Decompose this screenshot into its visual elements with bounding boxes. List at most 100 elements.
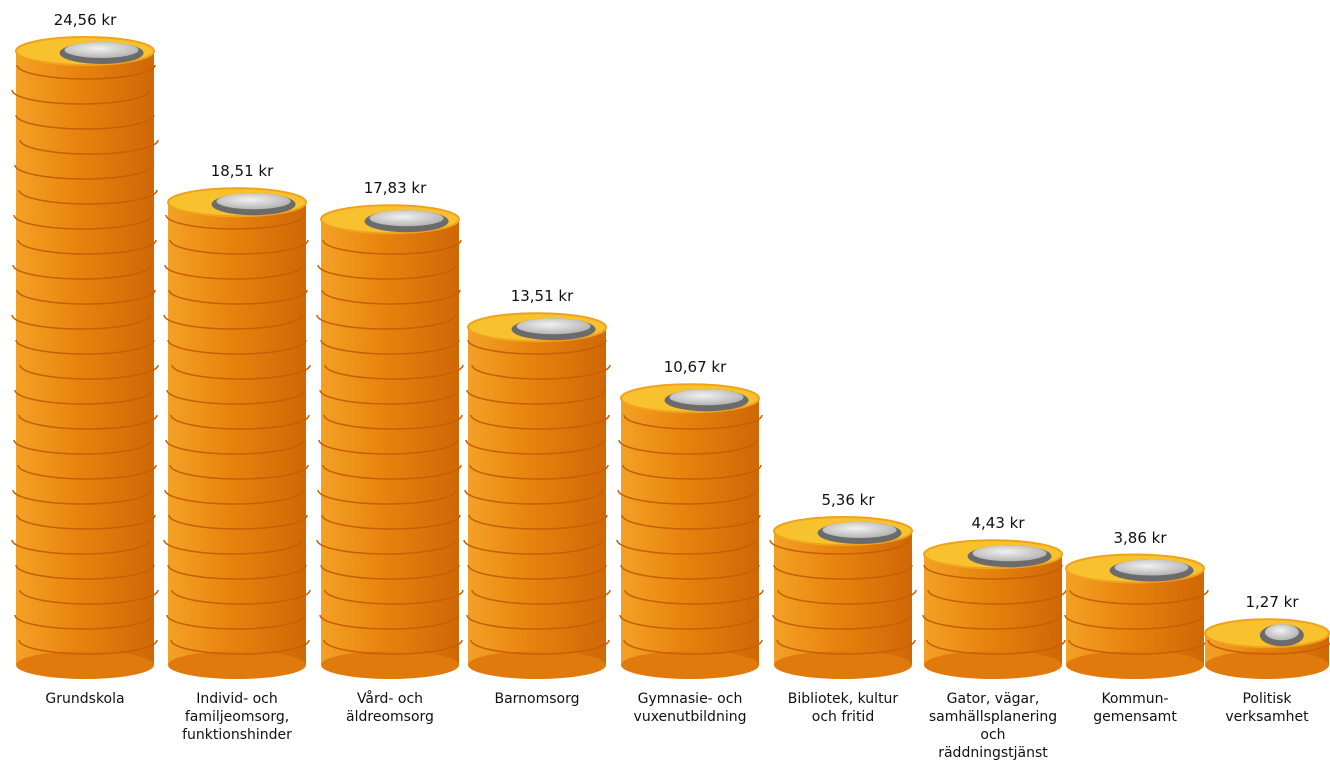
stack-bottom: [774, 651, 912, 679]
bar: [924, 554, 1062, 665]
stack-bottom: [1066, 651, 1204, 679]
coin-stack: [163, 187, 311, 679]
coin-stack: [11, 36, 159, 679]
coin-edge: [169, 464, 309, 480]
coin-edge: [466, 614, 606, 630]
stack-bottom: [321, 651, 459, 679]
coin-edge: [168, 289, 308, 305]
stack-bottom: [468, 651, 606, 679]
bar: [168, 202, 306, 665]
coin-edge: [617, 489, 757, 505]
x-tick-label: Vård- och äldreomsorg: [346, 691, 434, 725]
coin-edge: [465, 439, 605, 455]
bar: [621, 398, 759, 665]
coin-edge: [170, 414, 310, 430]
coin-edge: [772, 614, 912, 630]
coin-stack: [769, 516, 917, 679]
value-label: 10,67 kr: [663, 358, 727, 377]
coin-edge: [776, 639, 916, 655]
coin-edge: [15, 564, 155, 580]
silver-face: [516, 318, 591, 335]
value-label: 3,86 kr: [1113, 528, 1167, 547]
coin-edge: [19, 139, 159, 155]
coin-edge: [12, 489, 152, 505]
coin-edge: [12, 264, 152, 280]
coin-edge: [14, 614, 154, 630]
value-label: 13,51 kr: [510, 287, 574, 306]
coin-edge: [470, 414, 610, 430]
coin-edge: [324, 364, 464, 380]
coin-edge: [624, 589, 764, 605]
coin-edge: [164, 264, 304, 280]
coin-edge: [11, 89, 151, 105]
value-label: 1,27 kr: [1245, 593, 1299, 612]
stack-bottom: [924, 651, 1062, 679]
silver-face: [1114, 559, 1189, 576]
coin-edge: [464, 489, 604, 505]
coin-edge: [321, 514, 461, 530]
coin-edge: [11, 539, 151, 555]
coin-edge: [927, 589, 1067, 605]
coin-edge: [1069, 589, 1209, 605]
coin-edge: [469, 464, 609, 480]
silver-face: [822, 522, 897, 538]
stack-bottom: [621, 651, 759, 679]
silver-face: [1264, 624, 1299, 641]
coin-edge: [19, 364, 159, 380]
coin-edge: [466, 389, 606, 405]
coin-edge: [623, 414, 763, 430]
coin-edge: [319, 389, 459, 405]
coin-edge: [18, 414, 158, 430]
coin-edge: [320, 339, 460, 355]
coin-stack: [1204, 618, 1330, 679]
coin-edge: [622, 464, 762, 480]
coin-edge: [468, 514, 608, 530]
stack-bottom: [1205, 651, 1329, 679]
x-tick-label: Gymnasie- och vuxenutbildning: [633, 691, 747, 725]
coin-edge: [467, 339, 607, 355]
coin-edge: [13, 214, 153, 230]
coin-edge: [318, 439, 458, 455]
coin-edge: [1068, 639, 1208, 655]
coin-edge: [620, 564, 760, 580]
coin-stack: [1064, 553, 1209, 679]
coin-edge: [14, 389, 154, 405]
bar: [321, 219, 459, 665]
coin-edge: [316, 314, 456, 330]
coin-edge: [316, 539, 456, 555]
coin-edge: [165, 214, 305, 230]
coin-edge: [463, 539, 603, 555]
silver-face: [64, 42, 139, 58]
coin-edge: [923, 564, 1063, 580]
coin-edge: [15, 114, 155, 130]
coin-edge: [773, 564, 913, 580]
bar: [1066, 568, 1204, 665]
value-label: 4,43 kr: [971, 514, 1025, 533]
x-tick-label: Kommun- gemensamt: [1093, 691, 1177, 725]
bar: [16, 51, 154, 665]
coin-edge: [317, 264, 457, 280]
value-label: 17,83 kr: [363, 179, 427, 198]
coin-stack: [316, 204, 464, 679]
coin-edge: [467, 564, 607, 580]
coin-edge: [16, 514, 156, 530]
coin-edge: [13, 439, 153, 455]
x-tick-label: Barnomsorg: [494, 691, 580, 707]
stack-bottom: [16, 651, 154, 679]
silver-face: [369, 210, 444, 227]
coin-edge: [621, 514, 761, 530]
silver-face: [669, 389, 744, 406]
coin-edge: [616, 539, 756, 555]
coin-edge: [11, 314, 151, 330]
silver-face: [972, 545, 1047, 562]
coin-edge: [320, 564, 460, 580]
coin-stack: [922, 539, 1067, 679]
coin-stack: [616, 383, 764, 679]
coin-edge: [16, 64, 156, 80]
coin-edge: [922, 614, 1062, 630]
value-label: 24,56 kr: [53, 11, 117, 29]
coin-edge: [167, 339, 307, 355]
coin-edge: [166, 389, 306, 405]
coin-edge: [166, 614, 306, 630]
